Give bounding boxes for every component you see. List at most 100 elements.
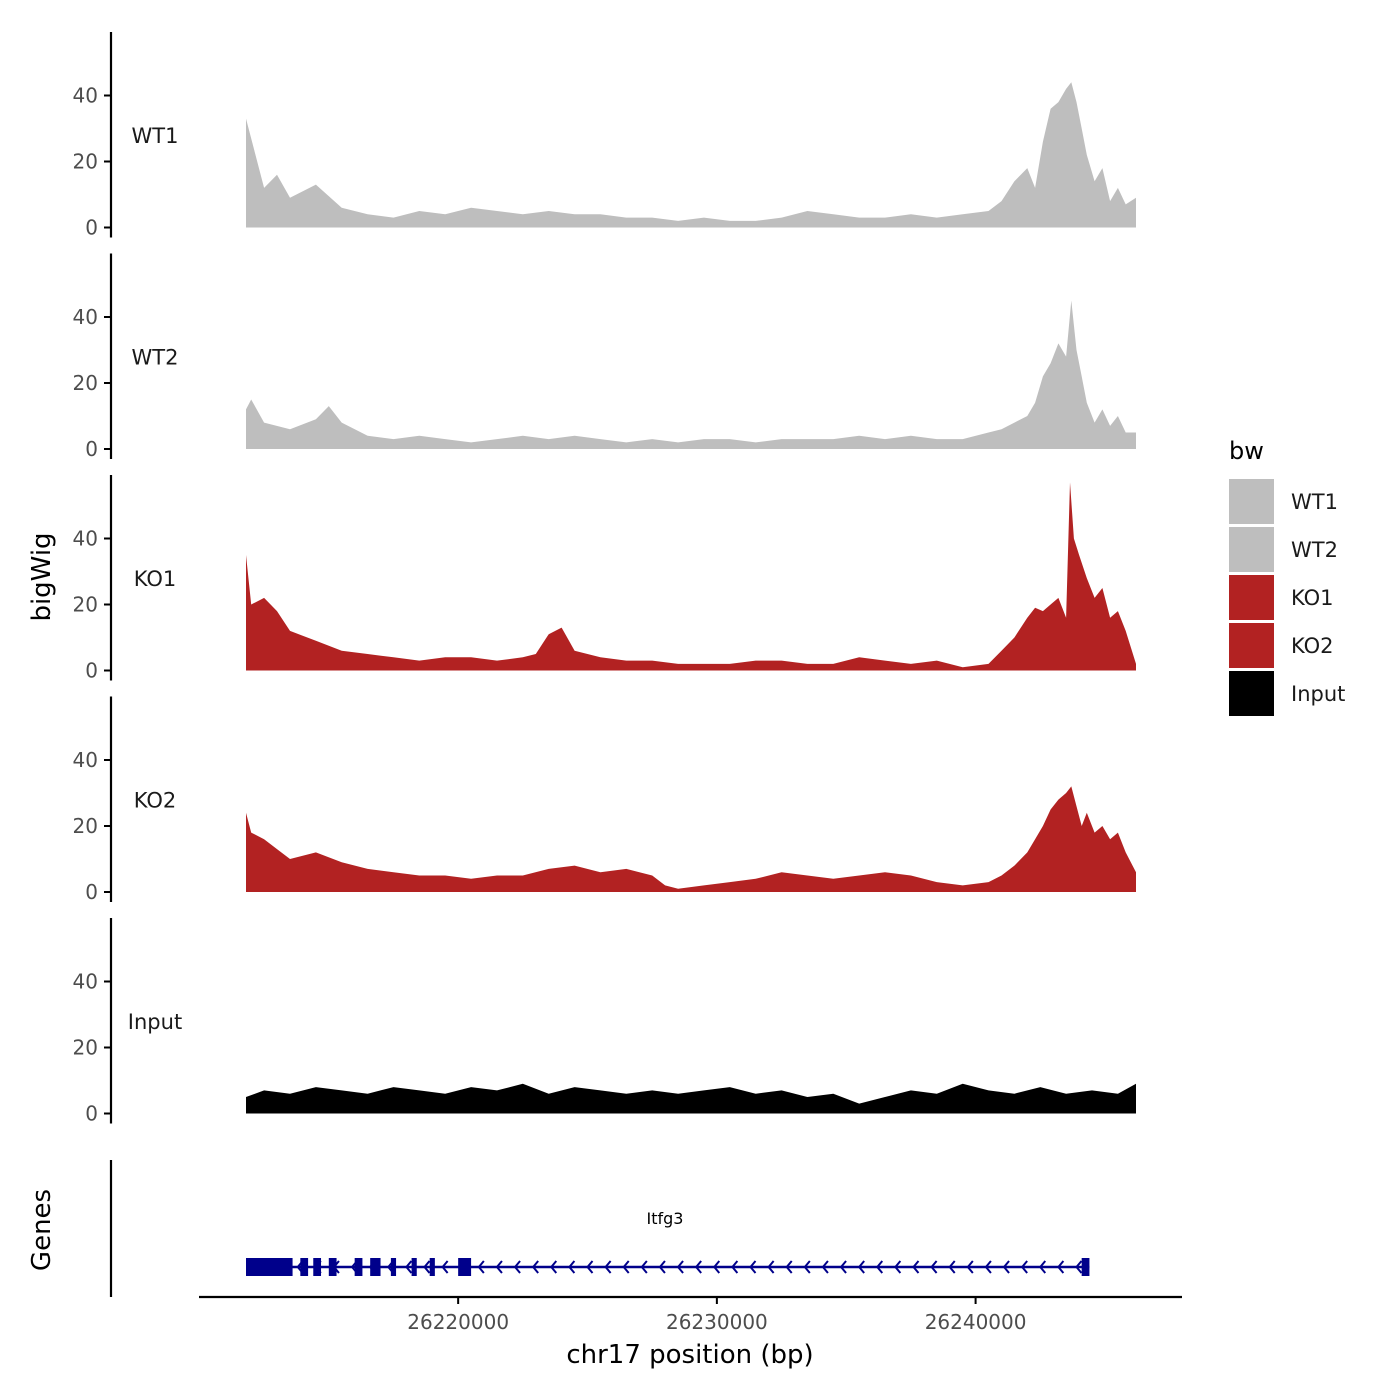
- strand-arrow: [912, 1260, 920, 1274]
- legend-swatch: [1229, 671, 1274, 716]
- y-tick-label: 0: [85, 216, 98, 240]
- x-axis: 26220000 26230000 26240000: [199, 1295, 1182, 1334]
- coverage-area: [246, 786, 1136, 892]
- coverage-area: [246, 82, 1136, 228]
- gene-exon: [411, 1258, 417, 1276]
- y-tick-label: 20: [73, 593, 98, 617]
- track-ko1: 0 20 40 KO1: [73, 475, 1136, 683]
- gene-exon: [300, 1258, 309, 1276]
- gene-exon: [354, 1258, 363, 1276]
- y-tick-label: 40: [73, 84, 98, 108]
- legend-title: bw: [1229, 437, 1264, 465]
- strand-arrow: [948, 1260, 956, 1274]
- track-input: 0 20 40 Input: [73, 918, 1136, 1126]
- strand-arrow: [368, 1260, 376, 1274]
- strand-arrow: [839, 1260, 847, 1274]
- strand-arrow: [875, 1260, 884, 1274]
- strand-arrow: [423, 1260, 431, 1274]
- strand-arrow: [278, 1260, 286, 1274]
- strand-arrow: [694, 1260, 702, 1274]
- y-tick-label: 0: [85, 659, 98, 683]
- strand-arrow: [676, 1260, 684, 1274]
- strand-arrow: [803, 1260, 811, 1274]
- strand-arrow: [1020, 1260, 1028, 1274]
- strand-arrow: [966, 1260, 974, 1274]
- gene-exon: [458, 1258, 472, 1276]
- y-tick-label: 20: [73, 814, 98, 838]
- legend-label: KO1: [1291, 586, 1334, 610]
- strand-arrow: [1057, 1260, 1065, 1274]
- y-tick-label: 20: [73, 371, 98, 395]
- track-label: Input: [128, 1010, 182, 1034]
- strand-arrow: [658, 1260, 666, 1274]
- y-tick-label: 0: [85, 880, 98, 904]
- gene-name-label: Itfg3: [647, 1209, 684, 1228]
- track-label: WT1: [132, 124, 179, 148]
- genes-axis-title: Genes: [27, 1189, 57, 1271]
- gene-exon: [390, 1258, 397, 1276]
- legend-swatch: [1229, 575, 1274, 620]
- strand-arrow: [731, 1260, 739, 1274]
- strand-arrow: [513, 1260, 521, 1274]
- strand-arrow: [1002, 1260, 1010, 1274]
- gene-exon: [1081, 1258, 1090, 1276]
- strand-arrow: [332, 1260, 340, 1274]
- strand-arrow: [495, 1260, 503, 1274]
- gene-exon: [370, 1258, 381, 1276]
- strand-arrow: [749, 1260, 757, 1274]
- y-axis-title: bigWig: [27, 532, 57, 621]
- strand-arrow: [785, 1260, 793, 1274]
- track-label: KO2: [134, 789, 177, 813]
- strand-arrow: [586, 1260, 594, 1274]
- legend-label: WT2: [1291, 538, 1338, 562]
- legend-label: WT1: [1291, 490, 1338, 514]
- x-tick-label: 26220000: [407, 1310, 509, 1334]
- coverage-area: [246, 300, 1136, 449]
- coverage-area: [246, 1083, 1136, 1114]
- strand-arrow: [459, 1260, 467, 1274]
- x-tick-label: 26240000: [925, 1310, 1027, 1334]
- legend-swatch: [1229, 527, 1274, 572]
- tracks-layer: 0 20 40 WT1 0 20 40 WT2 0 20 40 KO1 0 20 40 KO2 0 20 40 Inp…: [73, 32, 1136, 1126]
- gene-exon: [429, 1258, 435, 1276]
- strand-arrow: [712, 1260, 721, 1274]
- track-label: WT2: [132, 346, 179, 370]
- strand-arrow: [477, 1260, 485, 1274]
- strand-arrow: [640, 1260, 648, 1274]
- strand-arrow: [984, 1260, 992, 1274]
- legend-swatch: [1229, 479, 1274, 524]
- y-tick-label: 0: [85, 1102, 98, 1126]
- x-axis-title: chr17 position (bp): [566, 1340, 813, 1370]
- gene-exon: [246, 1258, 293, 1276]
- strand-arrow: [821, 1260, 829, 1274]
- strand-arrow: [1075, 1260, 1083, 1274]
- strand-arrow: [350, 1260, 358, 1274]
- genes-panel: Itfg3: [109, 1160, 1090, 1297]
- strand-arrow: [568, 1260, 576, 1274]
- y-tick-label: 20: [73, 1036, 98, 1060]
- y-tick-label: 20: [73, 150, 98, 174]
- x-tick-label: 26230000: [666, 1310, 768, 1334]
- strand-arrow: [314, 1260, 322, 1274]
- legend-swatch: [1229, 623, 1274, 668]
- strand-arrow: [894, 1260, 902, 1274]
- legend: bw WT1 WT2 KO1 KO2 Input: [1229, 437, 1345, 716]
- strand-arrow: [549, 1260, 558, 1274]
- strand-arrow: [1038, 1260, 1047, 1274]
- y-tick-label: 40: [73, 970, 98, 994]
- strand-arrow: [767, 1260, 775, 1274]
- y-tick-label: 40: [73, 305, 98, 329]
- strand-arrow: [930, 1260, 938, 1274]
- strand-arrow: [604, 1260, 612, 1274]
- y-tick-label: 40: [73, 748, 98, 772]
- strand-arrow: [531, 1260, 539, 1274]
- track-wt1: 0 20 40 WT1: [73, 32, 1136, 240]
- strand-arrow: [296, 1260, 304, 1274]
- track-wt2: 0 20 40 WT2: [73, 253, 1136, 461]
- track-ko2: 0 20 40 KO2: [73, 696, 1136, 904]
- strand-arrow: [622, 1260, 630, 1274]
- legend-label: KO2: [1291, 634, 1334, 658]
- coverage-area: [246, 482, 1136, 671]
- legend-label: Input: [1291, 682, 1345, 706]
